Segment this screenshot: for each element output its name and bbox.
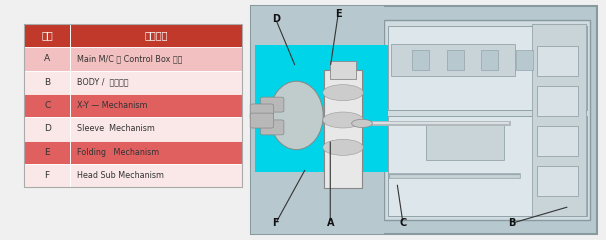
- Bar: [388, 116, 587, 216]
- Bar: [481, 50, 499, 70]
- Text: F: F: [45, 171, 50, 180]
- Circle shape: [323, 112, 363, 128]
- Circle shape: [323, 139, 363, 155]
- Text: Head Sub Mechanism: Head Sub Mechanism: [78, 171, 164, 180]
- Bar: [536, 46, 578, 76]
- Bar: [24, 94, 242, 117]
- Text: 기호: 기호: [41, 31, 53, 41]
- Circle shape: [351, 119, 372, 127]
- Text: B: B: [44, 78, 50, 87]
- Bar: [251, 6, 597, 234]
- Text: Main M/C 및 Control Box 관계: Main M/C 및 Control Box 관계: [78, 54, 182, 63]
- FancyBboxPatch shape: [250, 104, 273, 119]
- Bar: [516, 50, 533, 70]
- Bar: [24, 24, 242, 187]
- Bar: [24, 47, 242, 71]
- Text: E: E: [44, 148, 50, 157]
- Bar: [536, 126, 578, 156]
- Bar: [324, 70, 362, 188]
- Text: D: D: [271, 14, 280, 24]
- Bar: [384, 20, 590, 220]
- Bar: [447, 50, 464, 70]
- Text: E: E: [335, 9, 341, 19]
- Text: D: D: [44, 124, 50, 133]
- Bar: [24, 24, 242, 47]
- Bar: [536, 86, 578, 116]
- Bar: [24, 164, 242, 187]
- Text: A: A: [327, 218, 334, 228]
- Bar: [388, 26, 587, 110]
- Text: C: C: [44, 101, 50, 110]
- Text: Sleeve  Mechanism: Sleeve Mechanism: [78, 124, 155, 133]
- Text: A: A: [44, 54, 50, 63]
- Bar: [391, 44, 514, 76]
- Bar: [24, 71, 242, 94]
- Text: B: B: [508, 218, 516, 228]
- Text: BODY /  외장관계: BODY / 외장관계: [78, 78, 129, 87]
- Text: F: F: [273, 218, 279, 228]
- FancyBboxPatch shape: [261, 120, 284, 135]
- Text: 메커니즘: 메커니즘: [144, 31, 168, 41]
- Bar: [412, 50, 430, 70]
- Ellipse shape: [270, 81, 323, 150]
- Bar: [533, 24, 586, 216]
- Text: X-Y — Mechanism: X-Y — Mechanism: [78, 101, 148, 110]
- Bar: [536, 166, 578, 196]
- Bar: [426, 124, 504, 160]
- Bar: [251, 6, 384, 234]
- FancyBboxPatch shape: [261, 97, 284, 112]
- Bar: [24, 141, 242, 164]
- Bar: [24, 117, 242, 141]
- Text: C: C: [399, 218, 407, 228]
- Bar: [330, 61, 356, 79]
- Circle shape: [323, 85, 363, 101]
- Text: Folding   Mechanism: Folding Mechanism: [78, 148, 159, 157]
- Bar: [255, 45, 388, 172]
- Bar: [255, 45, 388, 172]
- FancyBboxPatch shape: [250, 113, 273, 128]
